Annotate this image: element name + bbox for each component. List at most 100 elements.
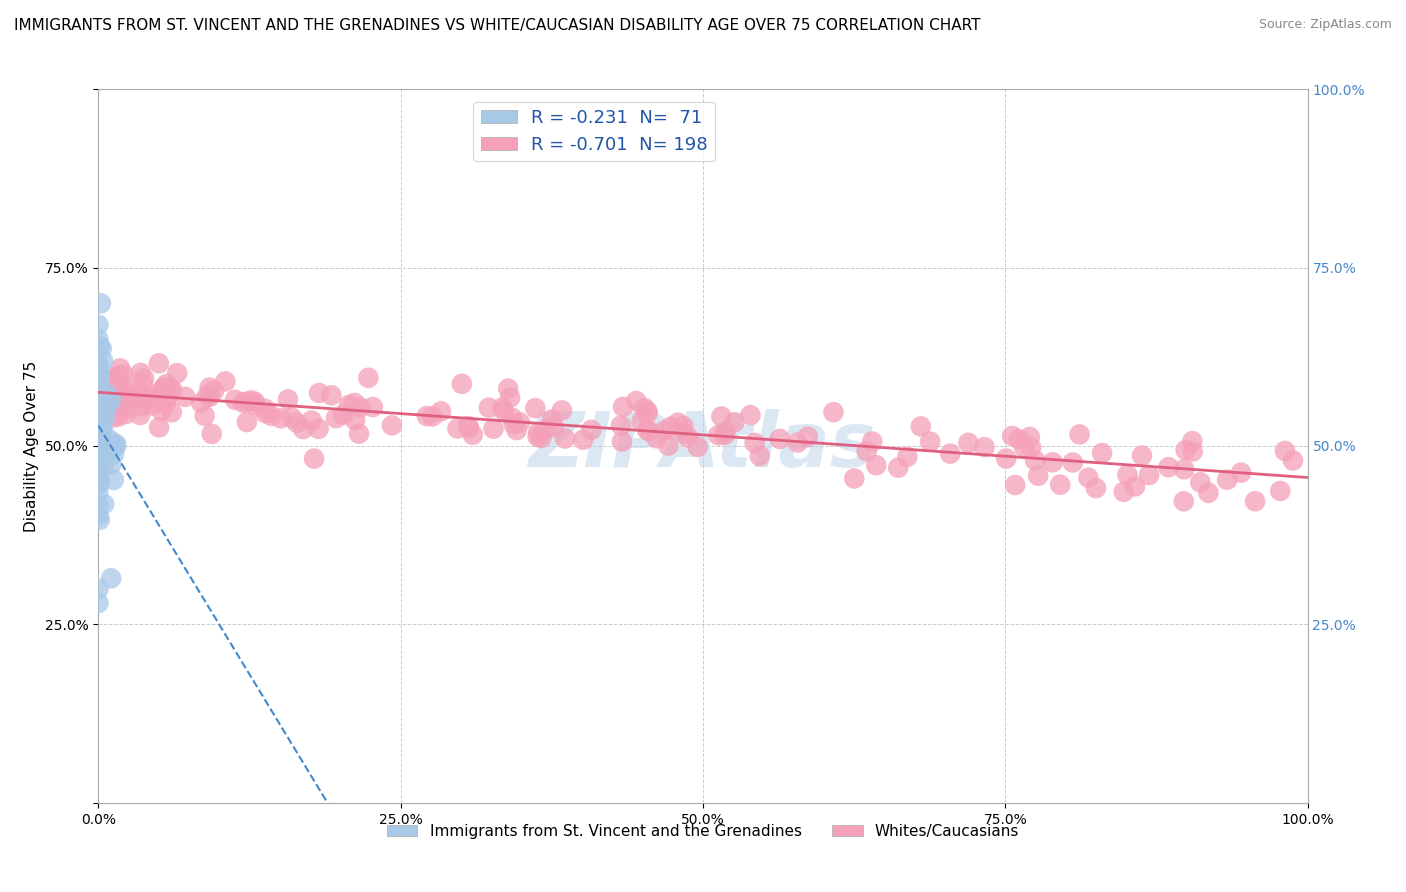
- Point: [89, 438, 111, 452]
- Point: [87, 318, 110, 332]
- Point: [1116, 467, 1139, 482]
- Point: [1069, 427, 1091, 442]
- Point: [710, 409, 733, 424]
- Point: [920, 434, 942, 449]
- Point: [156, 390, 179, 404]
- Point: [939, 447, 962, 461]
- Point: [90, 422, 112, 436]
- Point: [541, 412, 564, 426]
- Point: [108, 361, 131, 376]
- Point: [107, 409, 129, 424]
- Point: [1091, 446, 1114, 460]
- Point: [87, 401, 110, 415]
- Point: [973, 440, 995, 454]
- Point: [865, 458, 887, 473]
- Point: [98, 433, 121, 447]
- Point: [1062, 455, 1084, 469]
- Point: [524, 401, 547, 416]
- Point: [224, 392, 246, 407]
- Point: [509, 416, 531, 430]
- Point: [93, 458, 115, 473]
- Point: [148, 420, 170, 434]
- Point: [1130, 449, 1153, 463]
- Point: [332, 408, 354, 422]
- Text: ZIPAtlas: ZIPAtlas: [529, 409, 877, 483]
- Point: [501, 411, 523, 425]
- Point: [672, 419, 695, 434]
- Point: [104, 437, 127, 451]
- Point: [104, 374, 127, 388]
- Point: [174, 390, 197, 404]
- Point: [103, 447, 125, 461]
- Point: [153, 380, 176, 394]
- Point: [245, 398, 267, 412]
- Point: [131, 376, 153, 391]
- Point: [87, 446, 110, 460]
- Point: [87, 596, 110, 610]
- Point: [87, 430, 110, 444]
- Point: [98, 374, 121, 388]
- Point: [823, 405, 845, 419]
- Point: [496, 382, 519, 396]
- Point: [100, 571, 122, 585]
- Point: [285, 416, 308, 430]
- Point: [87, 401, 110, 416]
- Point: [1274, 444, 1296, 458]
- Legend: Immigrants from St. Vincent and the Grenadines, Whites/Caucasians: Immigrants from St. Vincent and the Gren…: [381, 818, 1025, 845]
- Point: [111, 380, 134, 394]
- Point: [143, 387, 166, 401]
- Point: [90, 296, 112, 310]
- Point: [458, 421, 481, 435]
- Point: [325, 411, 347, 425]
- Point: [104, 391, 127, 405]
- Point: [100, 458, 122, 472]
- Point: [87, 471, 110, 485]
- Point: [240, 393, 263, 408]
- Point: [887, 460, 910, 475]
- Point: [87, 434, 110, 449]
- Point: [156, 376, 179, 391]
- Point: [87, 333, 110, 347]
- Point: [87, 452, 110, 467]
- Point: [491, 401, 513, 415]
- Point: [103, 410, 125, 425]
- Point: [87, 444, 110, 458]
- Text: IMMIGRANTS FROM ST. VINCENT AND THE GRENADINES VS WHITE/CAUCASIAN DISABILITY AGE: IMMIGRANTS FROM ST. VINCENT AND THE GREN…: [14, 18, 980, 33]
- Point: [94, 386, 117, 401]
- Point: [87, 394, 110, 409]
- Point: [94, 447, 117, 461]
- Point: [343, 413, 366, 427]
- Point: [678, 431, 700, 445]
- Point: [87, 582, 110, 596]
- Point: [202, 384, 225, 398]
- Point: [714, 425, 737, 439]
- Point: [280, 410, 302, 425]
- Point: [197, 389, 219, 403]
- Point: [630, 415, 652, 429]
- Point: [652, 424, 675, 438]
- Point: [190, 396, 212, 410]
- Point: [1173, 494, 1195, 508]
- Point: [90, 393, 112, 408]
- Point: [430, 404, 453, 418]
- Point: [1084, 481, 1107, 495]
- Point: [232, 395, 254, 409]
- Point: [713, 428, 735, 442]
- Point: [572, 433, 595, 447]
- Point: [236, 415, 259, 429]
- Point: [492, 403, 515, 417]
- Point: [160, 405, 183, 419]
- Point: [744, 435, 766, 450]
- Point: [87, 358, 110, 372]
- Point: [89, 380, 111, 394]
- Point: [740, 408, 762, 422]
- Point: [134, 391, 156, 405]
- Point: [94, 384, 117, 399]
- Point: [152, 382, 174, 396]
- Point: [1157, 460, 1180, 475]
- Point: [87, 359, 110, 373]
- Point: [87, 425, 110, 440]
- Point: [104, 376, 127, 391]
- Point: [129, 408, 152, 422]
- Point: [260, 409, 283, 423]
